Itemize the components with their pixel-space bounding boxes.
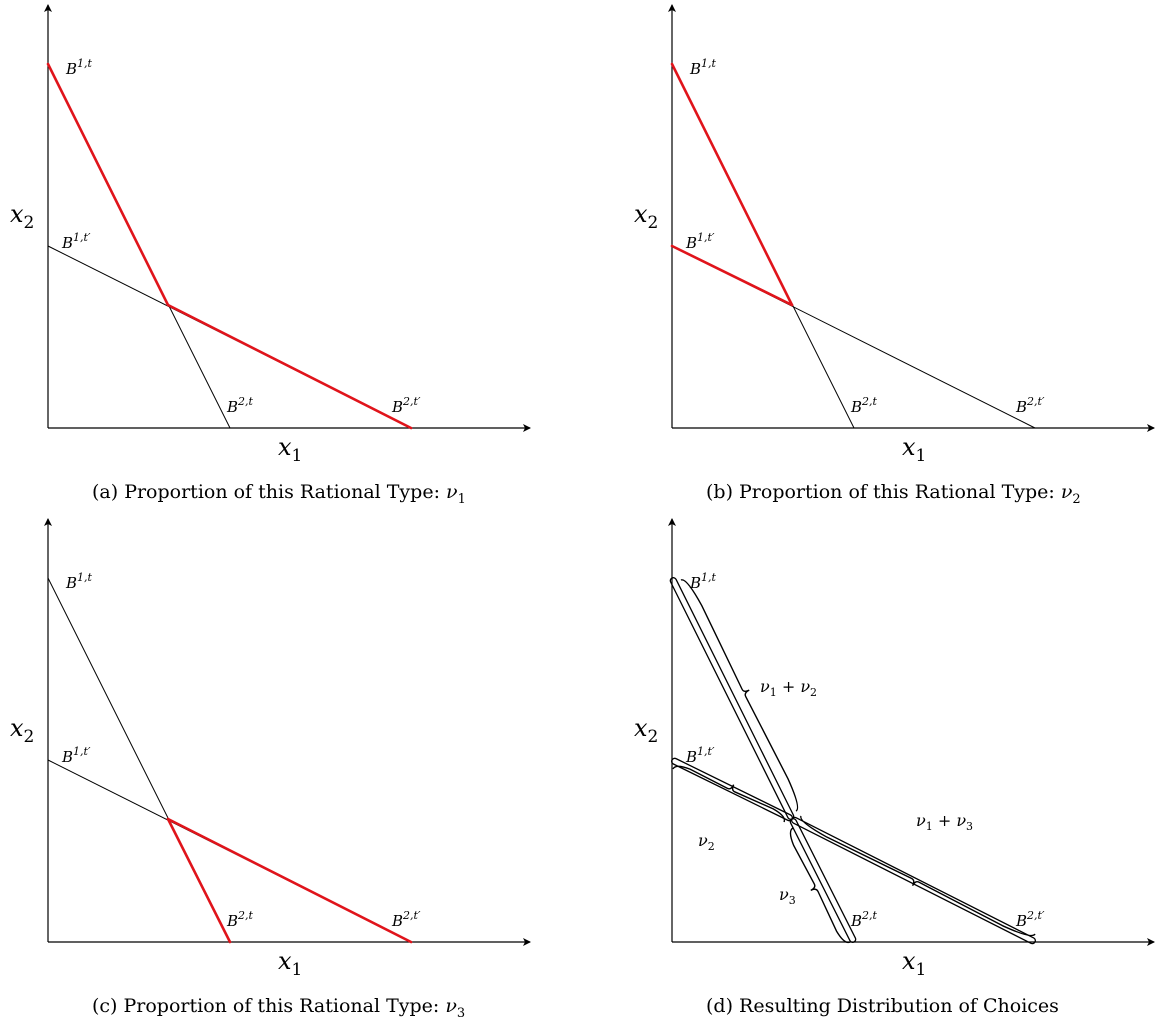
- share-label-lower-steep: ν3: [779, 885, 796, 907]
- point-label-b2t: B2,t: [850, 909, 878, 930]
- choice-segment-k-to-b2tp: [166, 303, 413, 430]
- point-label-b2t: B2,t: [226, 395, 254, 416]
- point-label-b2t: B2,t: [850, 395, 878, 416]
- x-axis-label: x1: [902, 433, 926, 466]
- x-axis-label: x1: [902, 947, 926, 980]
- choice-segment-b1tp-to-k: [670, 244, 794, 307]
- tube-lower-steep: [789, 818, 857, 943]
- share-label-upper-steep: ν1 + ν2: [760, 677, 817, 699]
- choice-segment-b1t-to-k: [670, 62, 794, 307]
- point-label-b1t: B1,t: [689, 57, 717, 78]
- caption-a: (a) Proportion of this Rational Type: ν1: [92, 481, 466, 507]
- y-axis-label: x2: [10, 200, 34, 233]
- panel-c: B1,t B1,t′ B2,t B2,t′ x2 x1 (c) Proportion of …: [10, 518, 531, 1020]
- x-axis-label: x1: [278, 433, 302, 466]
- point-label-b1t: B1,t: [65, 571, 93, 592]
- point-label-b1tp: B1,t′: [61, 231, 91, 252]
- panel-a: B1,t B1,t′ B2,t B2,t′ x2 x1 (a) Proportion of …: [10, 4, 531, 507]
- panel-b: B1,t B1,t′ B2,t B2,t′ x2 x1 (b) Proportion of …: [634, 4, 1155, 507]
- point-label-b1t: B1,t: [65, 57, 93, 78]
- point-label-b1tp: B1,t′: [685, 231, 715, 252]
- tube-lower-flat: [791, 816, 1036, 945]
- y-axis-label: x2: [634, 200, 658, 233]
- choice-segment-k-to-b2t: [166, 817, 232, 944]
- point-label-b2tp: B2,t′: [391, 909, 421, 930]
- caption-c: (c) Proportion of this Rational Type: ν3: [92, 995, 465, 1020]
- share-label-upper-flat: ν2: [698, 831, 715, 853]
- brace-upper-steep: [680, 579, 799, 812]
- point-label-b2tp: B2,t′: [1015, 909, 1045, 930]
- panel-d: ν1 + ν2 ν2 ν3 ν1 + ν3 B1,t B1,t′ B2,t B2,t′ x2 x1…: [634, 518, 1155, 1017]
- brace-upper-flat: [672, 765, 786, 823]
- brace-lower-flat: [800, 815, 1036, 937]
- x-axis-label: x1: [278, 947, 302, 980]
- point-label-b1tp: B1,t′: [61, 745, 91, 766]
- choice-segment-b1t-to-k: [46, 62, 170, 307]
- point-label-b2tp: B2,t′: [391, 395, 421, 416]
- y-axis-label: x2: [634, 714, 658, 747]
- brace-lower-steep: [789, 827, 851, 944]
- choice-segment-k-to-b2tp: [166, 817, 413, 944]
- y-axis-label: x2: [10, 714, 34, 747]
- caption-b: (b) Proportion of this Rational Type: ν2: [706, 481, 1081, 507]
- point-label-b1tp: B1,t′: [685, 745, 715, 766]
- point-label-b2t: B2,t: [226, 909, 254, 930]
- point-label-b2tp: B2,t′: [1015, 395, 1045, 416]
- point-label-b1t: B1,t: [689, 571, 717, 592]
- caption-d: (d) Resulting Distribution of Choices: [706, 995, 1059, 1017]
- share-label-lower-flat: ν1 + ν3: [916, 811, 973, 833]
